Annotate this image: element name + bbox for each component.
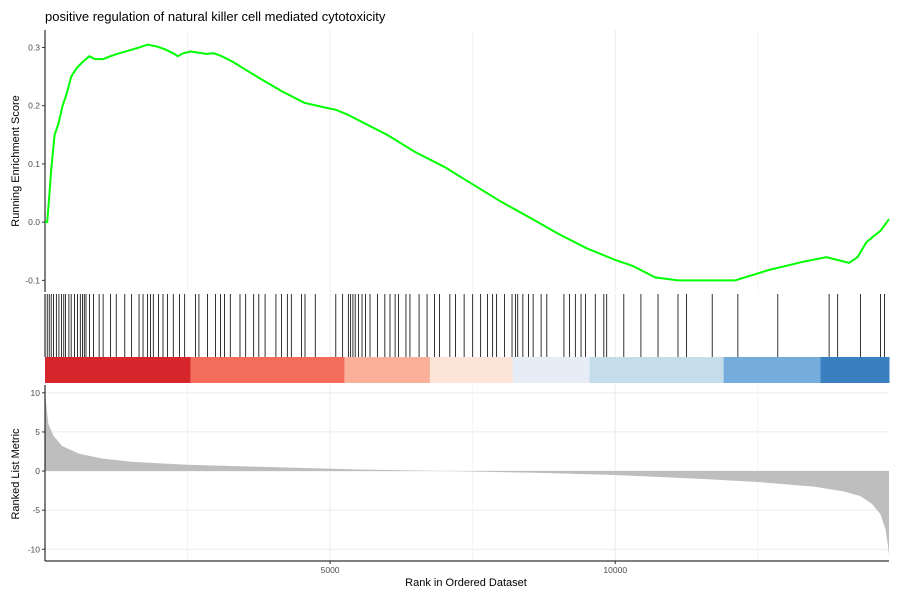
x-tick-label: 10000 <box>603 565 627 575</box>
color-band <box>589 357 725 383</box>
color-band <box>512 357 591 383</box>
gene-hits-grid <box>44 294 616 357</box>
rank-color-bar <box>45 357 890 383</box>
y-tick-label: 0.1 <box>28 159 40 169</box>
color-band <box>344 357 431 383</box>
y-tick-label: -5 <box>32 505 40 515</box>
color-band <box>723 357 822 383</box>
y-tick-label: 0.2 <box>28 101 40 111</box>
x-tick-label: 5000 <box>321 565 340 575</box>
ranked-metric-y-axis-title: Ranked List Metric <box>10 428 22 520</box>
enrichment-y-axis: -0.1 0.0 0.1 0.2 0.3 <box>25 30 46 292</box>
ranked-metric-panel: -10 -5 0 5 10 5000 10000 Ranked List Metric R… <box>10 385 889 589</box>
gene-hit-lines <box>46 294 885 357</box>
chart-title: positive regulation of natural killer ce… <box>45 9 386 24</box>
x-axis-title: Rank in Ordered Dataset <box>405 577 527 589</box>
y-tick-label: -0.1 <box>25 275 40 285</box>
y-tick-label: 5 <box>35 427 40 437</box>
y-tick-label: 0.3 <box>28 42 40 52</box>
x-axis: 5000 10000 <box>45 560 889 575</box>
y-tick-label: 0.0 <box>28 217 40 227</box>
y-tick-label: 0 <box>35 466 40 476</box>
enrichment-grid <box>187 30 759 292</box>
color-band <box>190 357 345 383</box>
color-band <box>45 357 191 383</box>
y-tick-label: -10 <box>28 544 41 554</box>
gene-hits-panel <box>44 294 890 383</box>
ranked-metric-area <box>45 392 889 556</box>
ranked-metric-y-axis: -10 -5 0 5 10 <box>28 385 46 561</box>
y-tick-label: 10 <box>31 388 41 398</box>
color-band <box>820 357 890 383</box>
color-band <box>429 357 514 383</box>
running-enrichment-line <box>45 43 890 282</box>
enrichment-y-axis-title: Running Enrichment Score <box>10 95 22 226</box>
enrichment-panel: -0.1 0.0 0.1 0.2 0.3 Running Enrichment Scor… <box>10 30 890 292</box>
